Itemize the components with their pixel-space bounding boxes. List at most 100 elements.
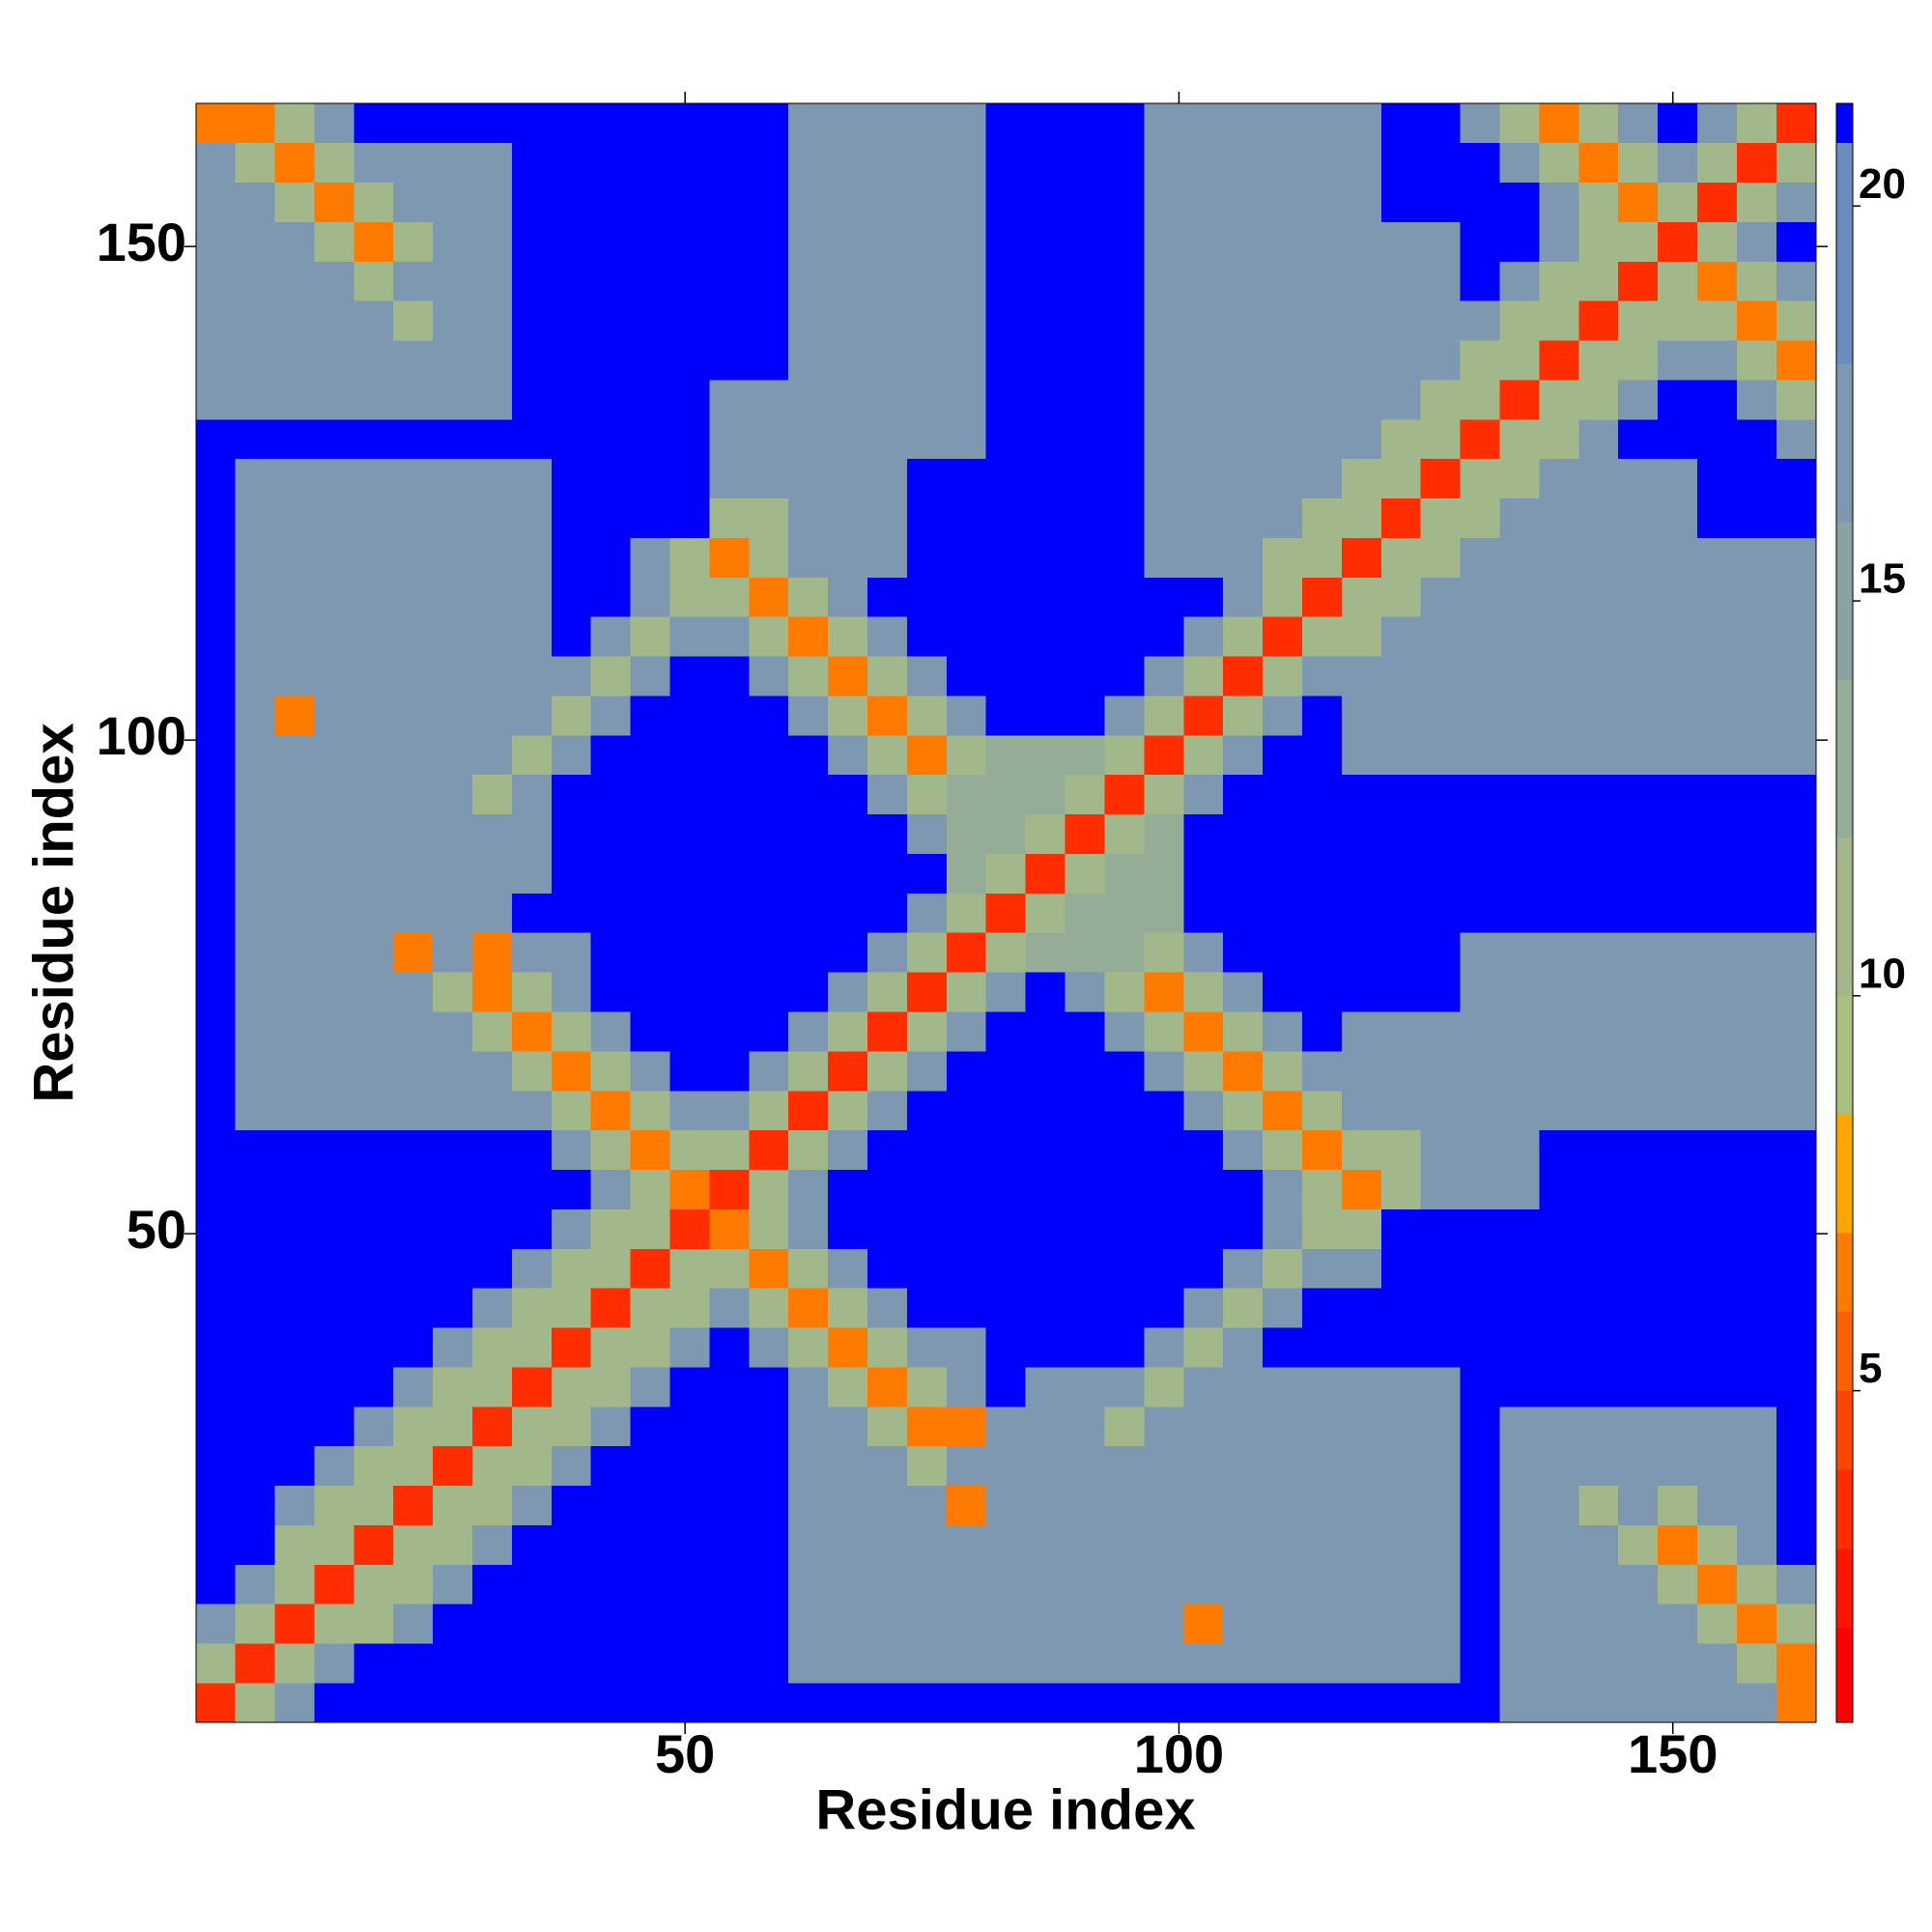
heatmap-cell [1341,1604,1382,1644]
heatmap-cell [1341,1406,1382,1447]
heatmap-cell [749,1010,789,1052]
heatmap-cell [946,893,987,933]
heatmap-cell [1183,1445,1224,1487]
heatmap-cell [1420,655,1462,696]
heatmap-cell [235,1248,276,1289]
heatmap-cell [1380,182,1422,222]
heatmap-cell [511,142,553,184]
heatmap-cell [1223,655,1264,696]
heatmap-cell [1736,1445,1777,1487]
heatmap-cell [1776,695,1817,736]
heatmap-cell [1065,1129,1106,1171]
heatmap-cell [1658,458,1698,499]
heatmap-cell [1183,458,1224,499]
heatmap-cell [314,1248,355,1289]
heatmap-cell [1104,418,1145,460]
heatmap-cell [1065,1366,1106,1407]
heatmap-cell [1223,418,1264,460]
heatmap-cell [867,1090,908,1131]
heatmap-cell [1696,1090,1738,1131]
heatmap-cell [472,379,513,420]
heatmap-cell [195,695,237,736]
heatmap-cell [354,458,394,499]
heatmap-cell [788,1050,829,1092]
heatmap-cell [1341,1682,1382,1723]
heatmap-cell [1223,893,1264,933]
heatmap-cell [590,1366,632,1407]
heatmap-cell [1736,616,1777,657]
heatmap-cell [354,616,394,657]
heatmap-cell [274,893,316,933]
heatmap-cell [985,1010,1027,1052]
heatmap-cell [590,813,632,854]
heatmap-cell [749,339,789,381]
heatmap-cell [1658,655,1698,696]
heatmap-cell [788,577,829,617]
heatmap-cell [985,893,1027,933]
heatmap-cell [1460,734,1501,776]
heatmap-cell [749,734,789,776]
heatmap-cell [1065,537,1106,578]
heatmap-cell [946,1642,987,1684]
heatmap-cell [1183,577,1224,617]
heatmap-cell [1025,1642,1066,1684]
heatmap-cell [946,577,987,617]
heatmap-cell [1420,893,1462,933]
heatmap-cell [1539,695,1579,736]
heatmap-cell [669,497,711,538]
heatmap-cell [828,1524,868,1565]
heatmap-cell [1499,182,1540,222]
heatmap-cell [985,695,1027,736]
heatmap-cell [1658,1524,1698,1565]
heatmap-cell [354,497,394,538]
heatmap-cell [1104,182,1145,222]
heatmap-cell [828,577,868,617]
heatmap-cell [590,1010,632,1052]
heatmap-cell [1658,537,1698,578]
heatmap-cell [669,1248,711,1289]
heatmap-cell [590,1090,632,1131]
heatmap-cell [1380,339,1422,381]
heatmap-cell [314,458,355,499]
heatmap-cell [235,221,276,262]
heatmap-cell [1263,300,1303,341]
heatmap-cell [1618,972,1659,1012]
heatmap-cell [946,1524,987,1565]
heatmap-cell [195,1524,237,1565]
heatmap-cell [1578,932,1619,973]
heatmap-cell [1499,1090,1540,1131]
heatmap-cell [590,221,632,262]
heatmap-cell [867,1129,908,1171]
heatmap-cell [1025,774,1066,815]
heatmap-cell [669,1169,711,1209]
heatmap-cell [235,1050,276,1092]
heatmap-cell [1104,1682,1145,1723]
heatmap-cell [393,1445,434,1487]
heatmap-cell [433,182,473,222]
heatmap-cell [1065,1682,1106,1723]
heatmap-cell [669,655,711,696]
heatmap-cell [551,182,592,222]
heatmap-cell [354,1208,394,1249]
heatmap-cell [1341,537,1382,578]
heatmap-cell [1263,537,1303,578]
heatmap-cell [274,1248,316,1289]
heatmap-cell [274,1604,316,1644]
heatmap-cell [906,1129,948,1171]
heatmap-cell [1539,1090,1579,1131]
heatmap-cell [433,1169,473,1209]
heatmap-cell [1065,1564,1106,1605]
heatmap-cell [1104,102,1145,144]
heatmap-cell [235,1208,276,1249]
heatmap-cell [1223,1010,1264,1052]
heatmap-cell [1183,221,1224,262]
heatmap-cell [828,261,868,301]
heatmap-cell [906,893,948,933]
heatmap-cell [1736,537,1777,578]
heatmap-cell [1065,972,1106,1012]
heatmap-cell [393,221,434,262]
heatmap-cell [472,1090,513,1131]
heatmap-cell [1341,379,1382,420]
y-axis-title: Residue index [22,723,85,1102]
heatmap-cell [1104,261,1145,301]
